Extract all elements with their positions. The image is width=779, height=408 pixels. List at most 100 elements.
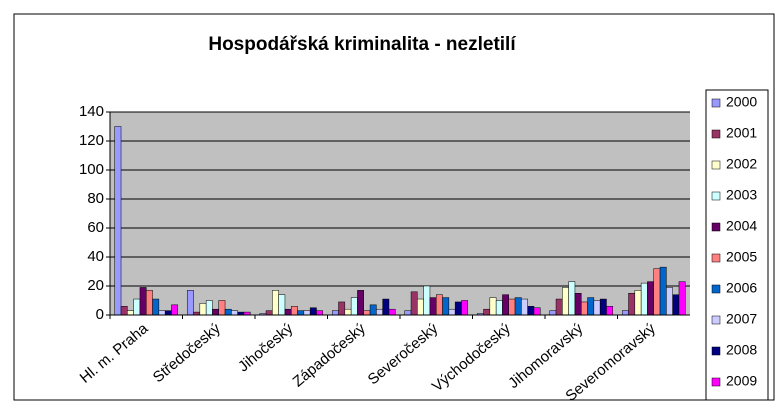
bar xyxy=(442,297,450,316)
y-tick-label: 140 xyxy=(79,103,104,120)
bar xyxy=(634,290,642,316)
bar xyxy=(265,310,273,316)
legend-label: 2001 xyxy=(726,125,757,141)
legend-label: 2006 xyxy=(726,280,757,296)
bar xyxy=(508,298,516,316)
bar xyxy=(436,294,443,316)
bar xyxy=(369,304,377,316)
bar xyxy=(357,290,364,316)
bar xyxy=(666,287,673,316)
legend-swatch xyxy=(711,284,721,294)
bar xyxy=(549,310,557,316)
legend-label: 2004 xyxy=(726,218,757,234)
plot-area xyxy=(110,112,690,315)
bar xyxy=(417,298,424,316)
bar xyxy=(606,306,614,316)
bar xyxy=(186,290,194,316)
legend-label: 2008 xyxy=(726,342,757,358)
bar xyxy=(678,281,686,316)
bar xyxy=(647,281,655,316)
bar xyxy=(146,290,153,316)
bar xyxy=(574,293,582,316)
bar xyxy=(659,266,667,316)
bar xyxy=(388,308,396,316)
bar xyxy=(284,308,292,316)
legend-swatch xyxy=(711,377,721,387)
bar xyxy=(599,298,607,316)
bar xyxy=(423,285,431,316)
bar xyxy=(272,290,279,316)
bar xyxy=(555,298,563,316)
bar xyxy=(331,310,339,316)
legend-swatch xyxy=(711,346,721,356)
bar xyxy=(164,310,172,316)
bar xyxy=(489,297,497,316)
bar xyxy=(127,310,134,316)
legend-swatch xyxy=(711,315,721,325)
legend-label: 2009 xyxy=(726,373,757,389)
bar xyxy=(502,294,509,316)
bar xyxy=(291,306,298,316)
bar xyxy=(568,281,576,316)
bar xyxy=(382,298,390,316)
bar xyxy=(218,300,226,316)
legend-label: 2000 xyxy=(726,94,757,110)
bar xyxy=(205,300,213,316)
y-tick-label: 20 xyxy=(87,277,104,294)
legend-swatch xyxy=(711,160,721,170)
legend-label: 2002 xyxy=(726,156,757,172)
y-tick-label: 120 xyxy=(79,132,104,149)
bar xyxy=(621,310,629,316)
bar xyxy=(133,298,141,316)
bar xyxy=(303,310,311,316)
legend-swatch xyxy=(711,191,721,201)
bar xyxy=(483,308,491,316)
bar xyxy=(231,310,238,316)
bar xyxy=(363,310,371,316)
bar xyxy=(521,298,528,316)
bar xyxy=(344,308,352,316)
bar xyxy=(224,308,232,316)
bar xyxy=(158,310,166,316)
bar xyxy=(448,308,456,316)
legend-swatch xyxy=(711,222,721,232)
bar xyxy=(139,287,147,316)
bar xyxy=(152,298,160,316)
bar xyxy=(376,308,383,316)
bar xyxy=(297,310,305,316)
bar xyxy=(454,301,462,316)
legend-swatch xyxy=(711,253,721,263)
legend-swatch xyxy=(711,129,721,139)
bar xyxy=(495,300,503,316)
bar xyxy=(628,293,636,316)
bar xyxy=(404,310,412,316)
y-tick-label: 0 xyxy=(96,306,104,323)
bar xyxy=(429,297,437,316)
bar xyxy=(316,310,324,316)
bar xyxy=(581,301,588,316)
bar xyxy=(199,303,207,316)
legend-label: 2003 xyxy=(726,187,757,203)
bar xyxy=(338,301,346,316)
y-tick-label: 100 xyxy=(79,161,104,178)
bar xyxy=(410,291,418,316)
bar xyxy=(309,307,317,316)
y-tick-label: 80 xyxy=(87,190,104,207)
bar xyxy=(212,308,219,316)
chart-title: Hospodářská kriminalita - nezletilí xyxy=(208,34,516,55)
bar xyxy=(171,304,179,316)
legend-swatch xyxy=(711,98,721,108)
bar xyxy=(514,297,522,316)
bar xyxy=(640,282,648,316)
legend-label: 2005 xyxy=(726,249,757,265)
y-tick-label: 40 xyxy=(87,248,104,265)
bar xyxy=(461,300,469,316)
legend-label: 2007 xyxy=(726,311,757,327)
bar xyxy=(120,306,128,316)
bar xyxy=(278,294,286,316)
bar xyxy=(593,300,601,316)
bar xyxy=(672,294,680,316)
y-tick-label: 60 xyxy=(87,219,104,236)
bar xyxy=(653,268,661,316)
